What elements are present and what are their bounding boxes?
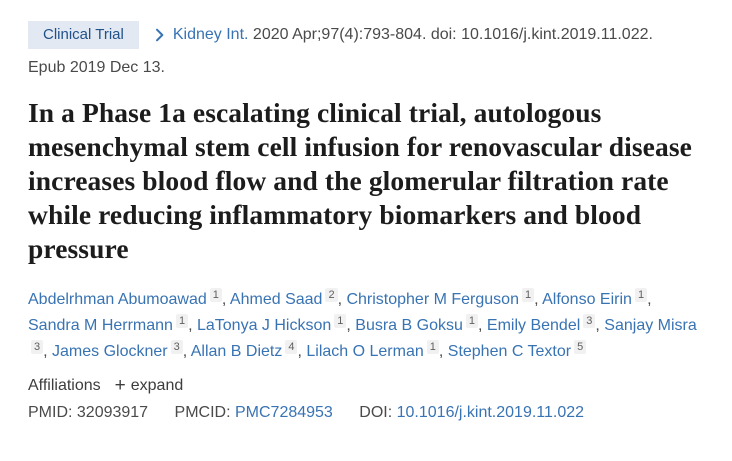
author-affiliation-superscript: 1 <box>521 288 535 302</box>
doi-link[interactable]: 10.1016/j.kint.2019.11.022 <box>396 404 585 421</box>
author-separator: , <box>478 317 487 334</box>
author-affiliation-superscript: 1 <box>209 288 222 302</box>
plus-icon: + <box>114 375 126 396</box>
author-separator: , <box>438 343 448 360</box>
affiliations-expand-button[interactable]: + expand <box>115 376 184 395</box>
author-link[interactable]: Lilach O Lerman <box>306 343 424 360</box>
author-separator: , <box>346 317 356 334</box>
author-separator: , <box>647 291 652 308</box>
author-affiliation-superscript: 1 <box>634 288 648 302</box>
author-affiliation-superscript: 1 <box>334 314 347 328</box>
author-link[interactable]: Alfonso Eirin <box>542 291 632 308</box>
author-separator: , <box>221 291 230 308</box>
pmid-label: PMID: <box>28 404 77 421</box>
author-affiliation-superscript: 3 <box>583 314 596 328</box>
affiliations-row: Affiliations + expand <box>28 376 704 395</box>
author-list: Abdelrhman Abumoawad 1, Ahmed Saad 2, Chri… <box>28 287 704 365</box>
journal-link[interactable]: Kidney Int. <box>172 26 249 43</box>
citation-details: 2020 Apr;97(4):793-804. doi: 10.1016/j.k… <box>252 26 653 43</box>
author-link[interactable]: Allan B Dietz <box>190 343 283 360</box>
author-link[interactable]: Christopher M Ferguson <box>346 291 519 308</box>
author-link[interactable]: Sanjay Misra <box>604 317 697 334</box>
author-affiliation-superscript: 4 <box>285 340 298 354</box>
author-link[interactable]: Busra B Goksu <box>355 317 463 334</box>
author-link[interactable]: Emily Bendel <box>486 317 581 334</box>
author-affiliation-superscript: 1 <box>426 340 439 354</box>
author-affiliation-superscript: 5 <box>574 340 587 354</box>
expand-label: expand <box>130 376 184 394</box>
author-separator: , <box>595 317 605 334</box>
author-link[interactable]: Abdelrhman Abumoawad <box>28 291 207 308</box>
author-separator: , <box>43 343 53 360</box>
author-link[interactable]: Ahmed Saad <box>229 291 323 308</box>
pmcid-label: PMCID: <box>174 404 235 421</box>
author-separator: , <box>182 343 191 360</box>
author-affiliation-superscript: 2 <box>325 288 338 302</box>
author-affiliation-superscript: 3 <box>170 340 183 354</box>
publication-type-badge: Clinical Trial <box>28 21 139 49</box>
author-separator: , <box>337 291 347 308</box>
citation-row: Clinical Trial Kidney Int. 2020 Apr;97(4… <box>28 21 704 49</box>
epub-date: Epub 2019 Dec 13. <box>28 59 165 76</box>
doi-label: DOI: <box>359 404 397 421</box>
author-link[interactable]: LaTonya J Hickson <box>196 317 332 334</box>
pmcid-link[interactable]: PMC7284953 <box>234 404 333 421</box>
pmid-value: 32093917 <box>76 404 149 421</box>
author-affiliation-superscript: 1 <box>175 314 189 328</box>
author-affiliation-superscript: 3 <box>31 340 44 354</box>
author-affiliation-superscript: 1 <box>465 314 479 328</box>
author-link[interactable]: Stephen C Textor <box>447 343 572 360</box>
doi-group: DOI: 10.1016/j.kint.2019.11.022 <box>359 404 584 421</box>
pmid-group: PMID: 32093917 <box>28 404 148 421</box>
affiliations-label: Affiliations <box>28 376 101 394</box>
author-separator: , <box>534 291 543 308</box>
chevron-right-icon <box>151 27 167 43</box>
article-title: In a Phase 1a escalating clinical trial,… <box>28 97 692 264</box>
author-separator: , <box>297 343 307 360</box>
author-link[interactable]: James Glockner <box>52 343 168 360</box>
pmcid-group: PMCID: PMC7284953 <box>175 404 333 421</box>
citation-text: Kidney Int. 2020 Apr;97(4):793-804. doi:… <box>173 22 653 48</box>
identifiers-row: PMID: 32093917 PMCID: PMC7284953 DOI: 10… <box>28 404 704 422</box>
author-separator: , <box>188 317 197 334</box>
author-link[interactable]: Sandra M Herrmann <box>28 317 173 334</box>
